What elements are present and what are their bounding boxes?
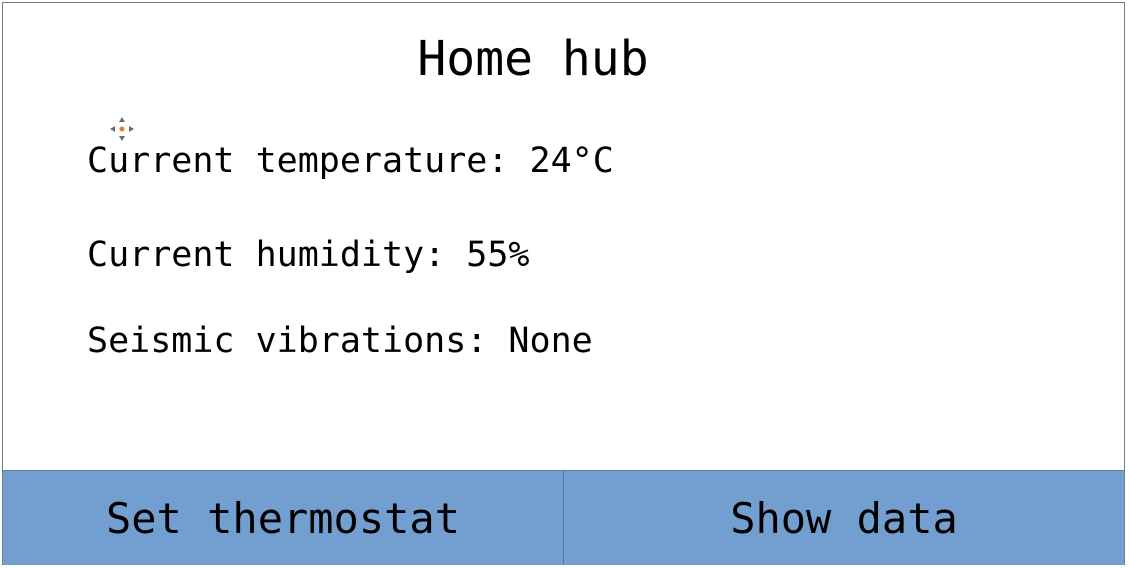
button-bar: Set thermostat Show data	[3, 470, 1124, 565]
temperature-reading: Current temperature: 24°C	[87, 141, 614, 181]
move-cursor-icon	[110, 117, 134, 141]
page-title: Home hub	[417, 31, 649, 87]
show-data-button[interactable]: Show data	[563, 471, 1124, 565]
humidity-reading: Current humidity: 55%	[87, 235, 530, 275]
set-thermostat-button[interactable]: Set thermostat	[3, 471, 563, 565]
seismic-reading: Seismic vibrations: None	[87, 321, 593, 361]
